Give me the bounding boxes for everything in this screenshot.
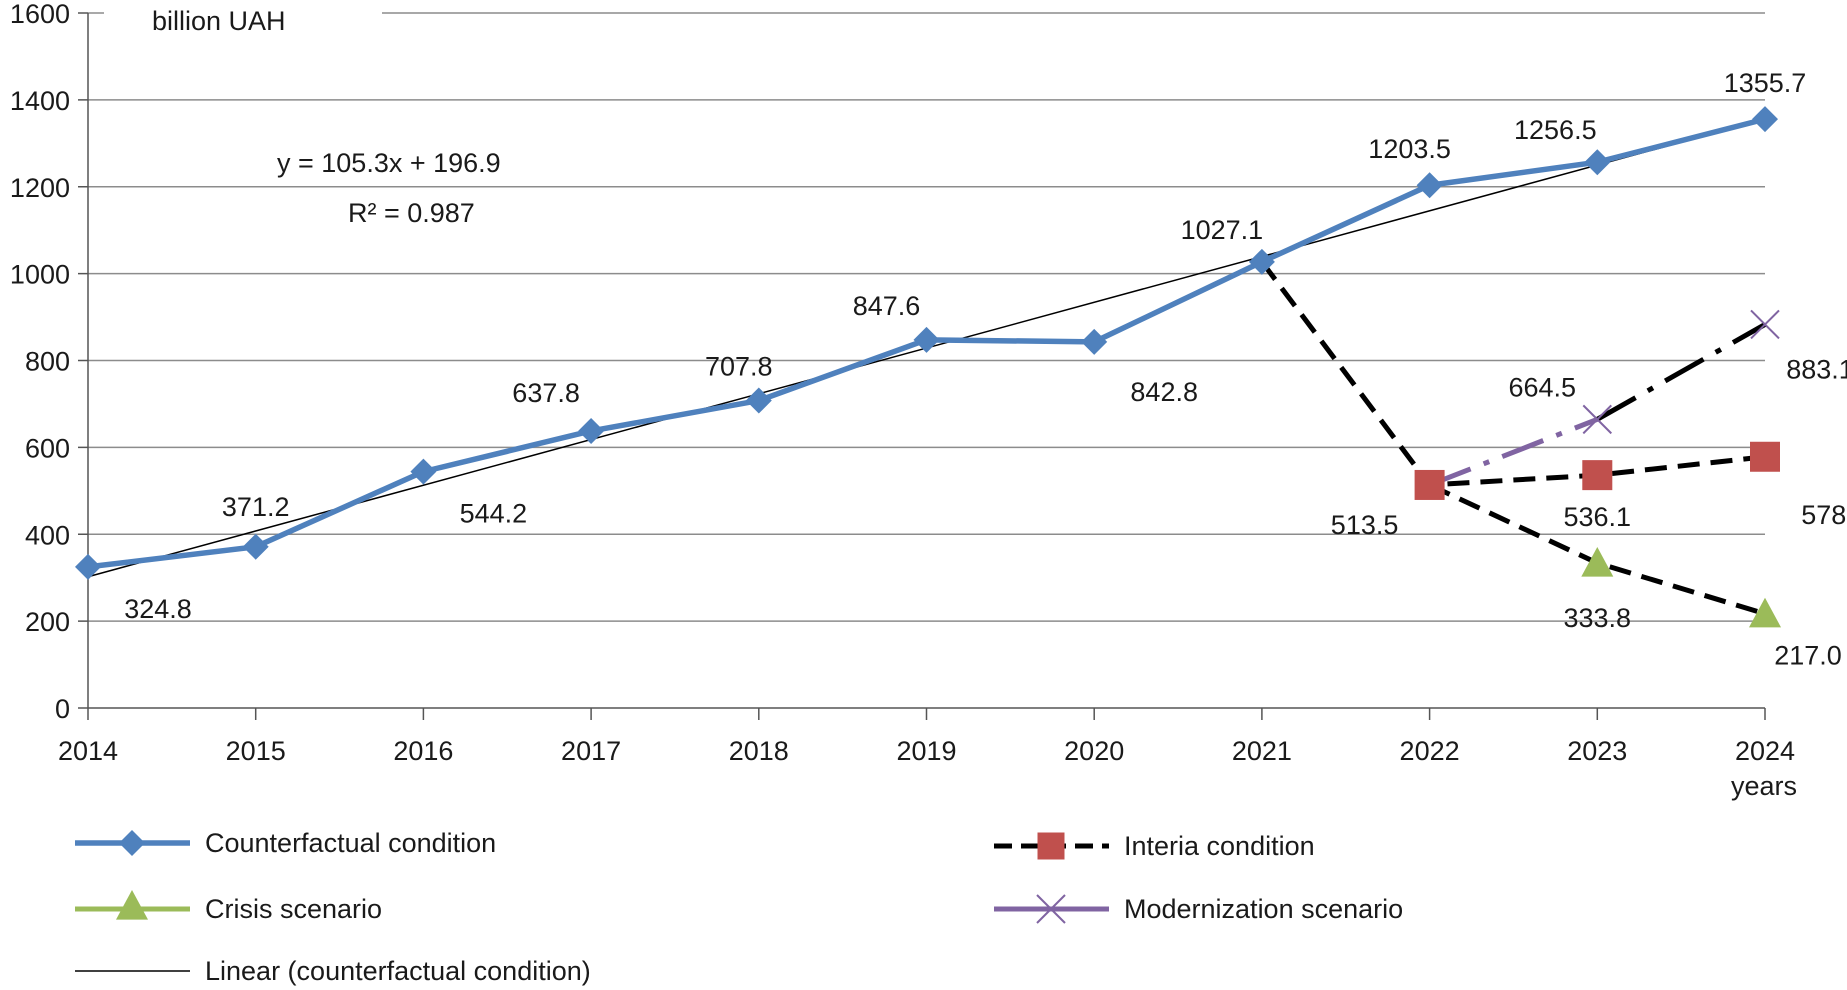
square-marker: [1037, 832, 1065, 860]
legend-label: Counterfactual condition: [205, 828, 496, 858]
diamond-marker: [410, 458, 437, 485]
x-tick-label: 2015: [226, 736, 286, 766]
x-tick-label: 2021: [1232, 736, 1292, 766]
trend-equation: y = 105.3x + 196.9: [277, 148, 501, 178]
data-labels: 324.8 371.2 544.2 637.8 707.8 847.6 842.8 1027.…: [124, 68, 1847, 671]
y-tick-label: 1400: [10, 86, 70, 116]
legend-item: Counterfactual condition: [75, 828, 496, 858]
square-marker: [1414, 469, 1445, 500]
y-tick-label: 1000: [10, 260, 70, 290]
legend-label: Interia condition: [1124, 831, 1315, 861]
legend-item: Modernization scenario: [994, 894, 1403, 924]
triangle-marker: [116, 890, 148, 920]
diamond-marker: [1584, 149, 1611, 176]
legend-item: Interia condition: [994, 831, 1315, 861]
data-label: 1027.1: [1181, 215, 1264, 245]
y-tick-label: 400: [25, 520, 70, 550]
diamond-marker: [119, 830, 145, 856]
x-marker-stroke: [1036, 894, 1066, 924]
square-marker: [1582, 460, 1613, 491]
data-label: 1256.5: [1514, 115, 1597, 145]
diamond-marker: [745, 387, 772, 414]
legend: Counterfactual condition Interia conditio…: [75, 828, 1403, 986]
data-label: 1355.7: [1724, 68, 1807, 98]
data-label: 847.6: [853, 291, 921, 321]
data-label: 513.5: [1331, 510, 1399, 540]
gridlines: [88, 12, 1765, 622]
y-tick-label: 1600: [10, 0, 70, 29]
modernization-line: [1428, 417, 1599, 488]
data-label: 578.4: [1801, 500, 1847, 530]
y-tick-label: 600: [25, 433, 70, 463]
legend-item: Linear (counterfactual condition): [75, 956, 591, 986]
x-tick-label: 2014: [58, 736, 118, 766]
diamond-marker: [1081, 328, 1108, 355]
legend-label: Linear (counterfactual condition): [205, 956, 591, 986]
x-tick-label: 2020: [1064, 736, 1124, 766]
diamond-marker: [913, 326, 940, 353]
x-tick-label: 2022: [1400, 736, 1460, 766]
diamond-marker: [1752, 106, 1778, 133]
series-layer: [75, 106, 1781, 628]
x-tick-label: 2016: [393, 736, 453, 766]
triangle-marker: [1581, 547, 1614, 577]
modernization-line: [1596, 322, 1767, 422]
data-label: 217.0: [1774, 641, 1842, 671]
data-label: 707.8: [705, 352, 773, 382]
data-label: 371.2: [222, 492, 290, 522]
data-label: 536.1: [1564, 502, 1632, 532]
r-squared: R² = 0.987: [348, 198, 475, 228]
data-label: 842.8: [1130, 377, 1198, 407]
y-axis-unit-label: billion UAH: [152, 6, 286, 36]
diamond-marker: [242, 533, 269, 560]
interia-line: [1259, 260, 1766, 488]
data-label: 324.8: [124, 594, 192, 624]
diamond-marker: [1248, 248, 1275, 275]
x-tick-label: 2019: [896, 736, 956, 766]
x-marker: [1750, 309, 1780, 340]
data-label: 544.2: [460, 499, 528, 529]
data-label: 333.8: [1564, 603, 1632, 633]
y-tick-label: 1200: [10, 173, 70, 203]
x-marker-stroke: [1750, 309, 1780, 340]
x-marker: [1582, 404, 1613, 435]
x-marker-stroke: [1582, 404, 1613, 435]
y-tick-label: 0: [55, 694, 70, 724]
x-marker: [1036, 894, 1066, 924]
data-label: 1203.5: [1368, 134, 1451, 164]
x-axis-title: years: [1731, 771, 1797, 801]
square-marker: [1750, 441, 1780, 472]
x-tick-label: 2017: [561, 736, 621, 766]
data-label: 883.1: [1786, 354, 1847, 384]
x-tick-label: 2018: [729, 736, 789, 766]
legend-item: Crisis scenario: [75, 890, 382, 924]
y-tick-label: 200: [25, 607, 70, 637]
legend-label: Modernization scenario: [1124, 894, 1403, 924]
data-label: 664.5: [1509, 372, 1577, 402]
data-label: 637.8: [512, 378, 580, 408]
diamond-marker: [1416, 172, 1443, 199]
x-tick-label: 2023: [1567, 736, 1627, 766]
legend-label: Crisis scenario: [205, 894, 382, 924]
x-tick-label: 2024: [1735, 736, 1795, 766]
triangle-marker: [1749, 597, 1781, 628]
diamond-marker: [75, 553, 101, 580]
diamond-marker: [578, 417, 605, 444]
axes: 0 200 400 600 800 1000 1200 1400 1600 2014 2015 201…: [10, 0, 1795, 766]
y-tick-label: 800: [25, 347, 70, 377]
